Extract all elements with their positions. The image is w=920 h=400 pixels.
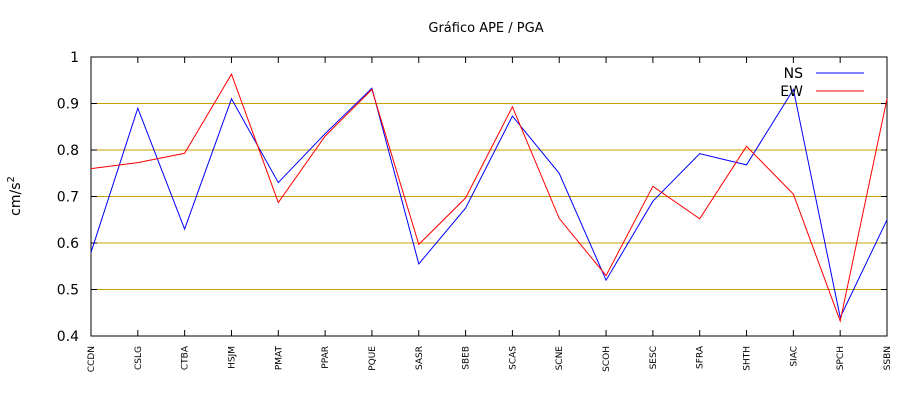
- x-tick-label: PMAT: [274, 346, 284, 371]
- x-tick-label: SESC: [649, 346, 659, 369]
- x-tick-label: SIAC: [789, 346, 799, 367]
- y-axis-label: cm/s2: [6, 176, 24, 216]
- y-tick-label: 0.5: [57, 283, 79, 299]
- grid: [91, 103, 887, 290]
- chart-title: Gráfico APE / PGA: [428, 21, 543, 36]
- y-tick-label: 0.7: [57, 190, 79, 206]
- y-axis-label-sup: 2: [6, 176, 17, 182]
- x-tick-label: CTBA: [181, 345, 191, 370]
- series-group: [90, 73, 888, 323]
- y-axis-label-main: cm/s: [8, 183, 24, 216]
- y-tick-label: 0.6: [57, 236, 79, 252]
- legend: NS EW: [780, 66, 864, 100]
- x-tick-label: SASR: [415, 346, 425, 370]
- y-tick-label: 0.9: [57, 97, 79, 113]
- x-tick-label: SCAS: [508, 346, 518, 370]
- series-line-ns: [90, 87, 888, 319]
- x-tick-label: CCDN: [87, 346, 97, 372]
- x-tick-label: SBEB: [462, 346, 472, 370]
- x-ticks: CCDN CSLG CTBA HSJM PMAT PPAR PQUE SASR SBEB SCAS…: [87, 57, 893, 372]
- series-line-ew: [90, 73, 888, 323]
- legend-label-ew: EW: [780, 84, 803, 100]
- x-tick-label: HSJM: [227, 346, 237, 369]
- legend-label-ns: NS: [784, 66, 803, 82]
- y-tick-label: 1: [70, 50, 79, 66]
- x-tick-label: SCNE: [555, 346, 565, 371]
- x-tick-label: PPAR: [321, 346, 331, 369]
- y-tick-label: 0.8: [57, 143, 79, 159]
- x-tick-label: SHTH: [743, 346, 753, 371]
- x-tick-label: SCOH: [602, 346, 612, 372]
- y-tick-label: 0.4: [57, 329, 79, 345]
- x-tick-label: SPCH: [836, 346, 846, 370]
- x-tick-label: CSLG: [134, 346, 144, 370]
- svg-text:cm/s2: cm/s2: [6, 176, 24, 216]
- x-tick-label: PQUE: [368, 346, 378, 371]
- y-ticks: 0.4 0.5 0.6 0.7 0.8 0.9 1: [57, 50, 887, 345]
- x-tick-label: SFRA: [696, 345, 706, 369]
- x-tick-label: SSBN: [883, 346, 893, 370]
